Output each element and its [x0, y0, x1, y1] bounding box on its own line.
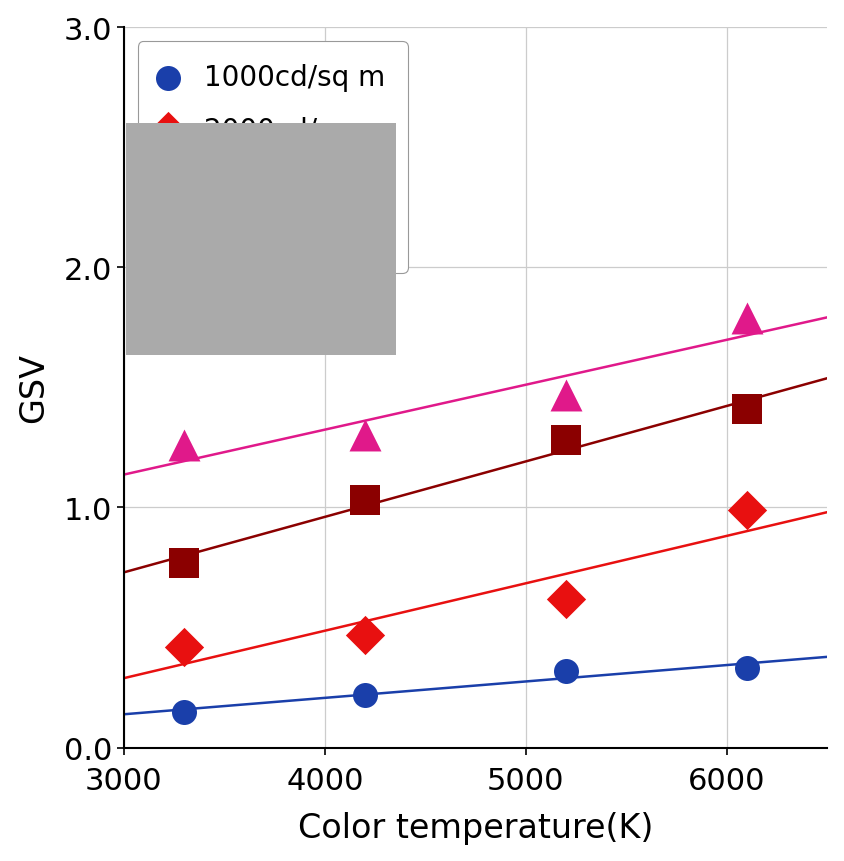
3000cd/sq m [560, 434, 573, 448]
2000cd/sq m [359, 629, 372, 642]
1000cd/sq m [560, 664, 573, 678]
2000cd/sq m [560, 592, 573, 606]
3000cd/sq m [359, 494, 372, 508]
3000cd/sq m [177, 556, 191, 570]
Legend: 1000cd/sq m, 2000cd/sq m, 3000cd/sq m, 4000cd/sq m: 1000cd/sq m, 2000cd/sq m, 3000cd/sq m, 4… [138, 42, 408, 273]
4000cd/sq m [740, 312, 754, 325]
1000cd/sq m [359, 688, 372, 702]
Y-axis label: GSV: GSV [17, 353, 50, 423]
X-axis label: Color temperature(K): Color temperature(K) [298, 811, 653, 845]
3000cd/sq m [740, 403, 754, 417]
2000cd/sq m [740, 504, 754, 517]
2000cd/sq m [177, 640, 191, 653]
1000cd/sq m [177, 705, 191, 719]
4000cd/sq m [359, 429, 372, 443]
4000cd/sq m [560, 388, 573, 402]
4000cd/sq m [177, 438, 191, 452]
1000cd/sq m [740, 662, 754, 676]
